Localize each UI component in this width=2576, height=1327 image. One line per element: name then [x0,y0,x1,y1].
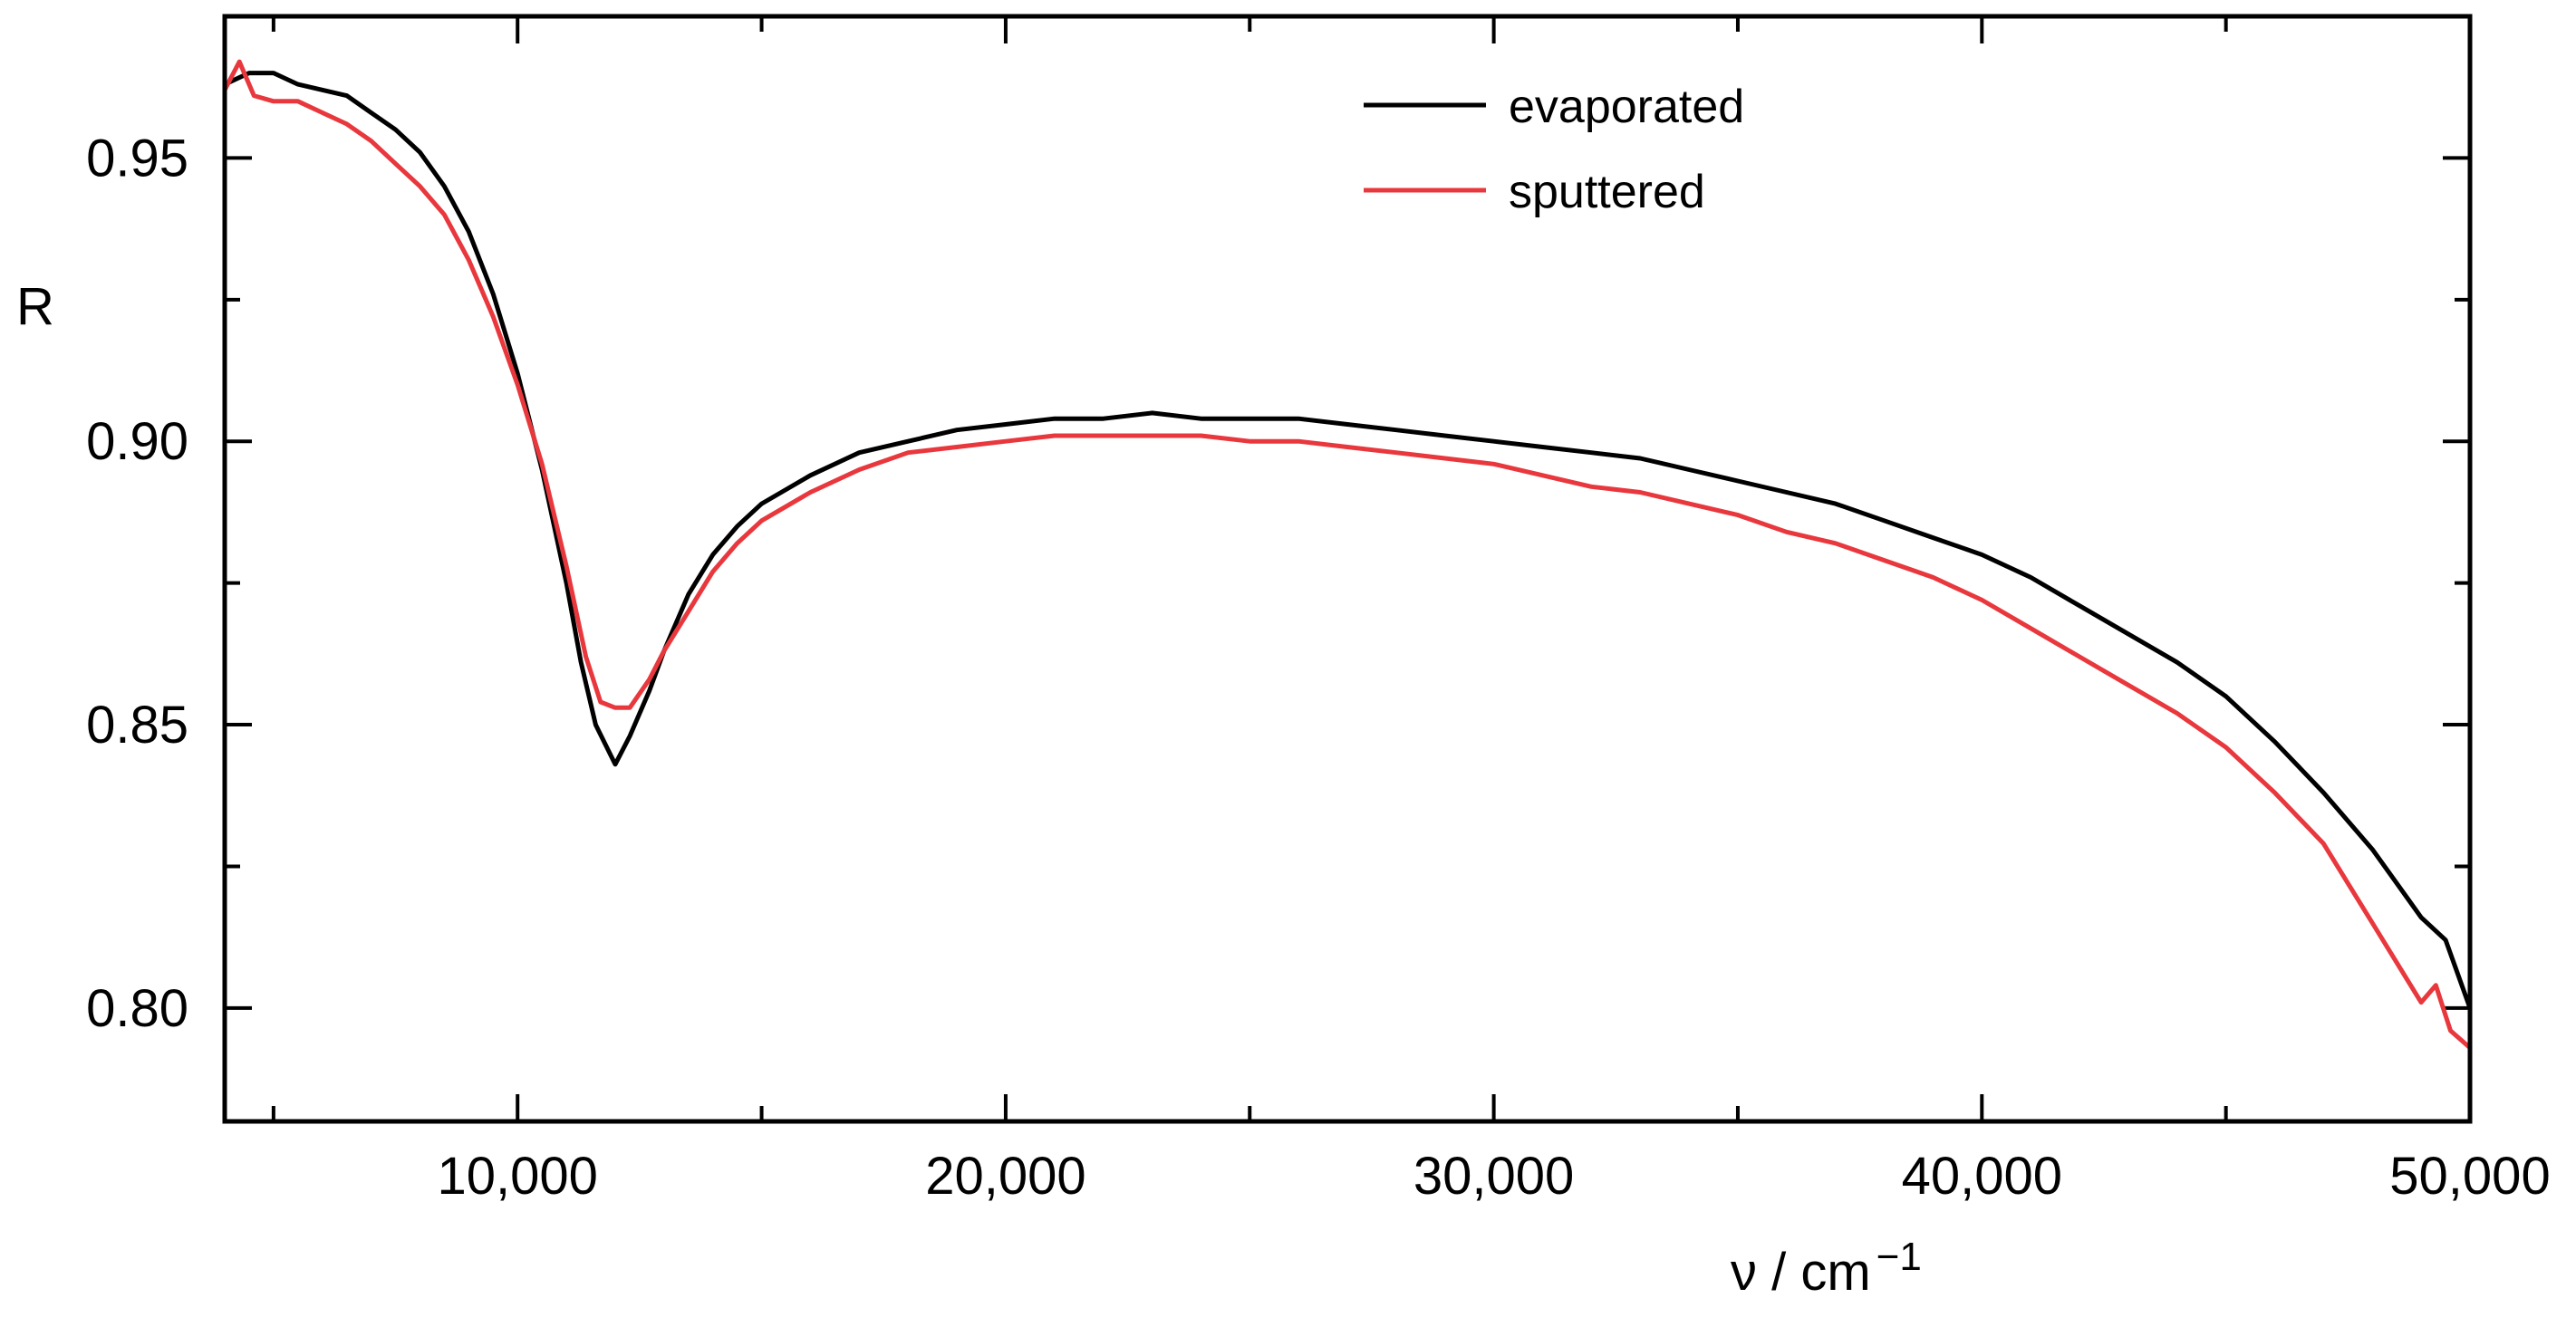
series-lines [222,59,2473,1051]
axis-ticks [225,16,2472,1121]
y-axis-title: R [16,277,54,336]
series-line-evaporated [222,71,2473,1011]
series-line-sputtered [222,59,2473,1051]
legend-label-sputtered: sputtered [1509,166,1705,218]
legend[interactable]: evaporated sputtered [1364,81,1744,218]
x-axis-title: ν / cm −1 [1731,1235,1922,1302]
y-tick-label: 0.90 [86,412,188,471]
y-tick-label: 0.80 [86,979,188,1038]
legend-label-evaporated: evaporated [1509,81,1744,133]
y-tick-label: 0.95 [86,129,188,188]
x-axis-title-main: ν / cm [1731,1243,1871,1302]
x-tick-label: 50,000 [2389,1147,2550,1206]
x-tick-label: 20,000 [925,1147,1085,1206]
x-axis-title-exponent: −1 [1877,1235,1922,1279]
x-tick-label: 10,000 [438,1147,598,1206]
x-tick-label: 40,000 [1902,1147,2062,1206]
y-tick-label: 0.85 [86,696,188,755]
x-tick-labels: 10,000 20,000 30,000 40,000 50,000 [438,1147,2551,1206]
y-tick-labels: 0.80 0.85 0.90 0.95 [86,129,188,1037]
x-tick-label: 30,000 [1413,1147,1574,1206]
plot-frame [222,14,2473,1124]
